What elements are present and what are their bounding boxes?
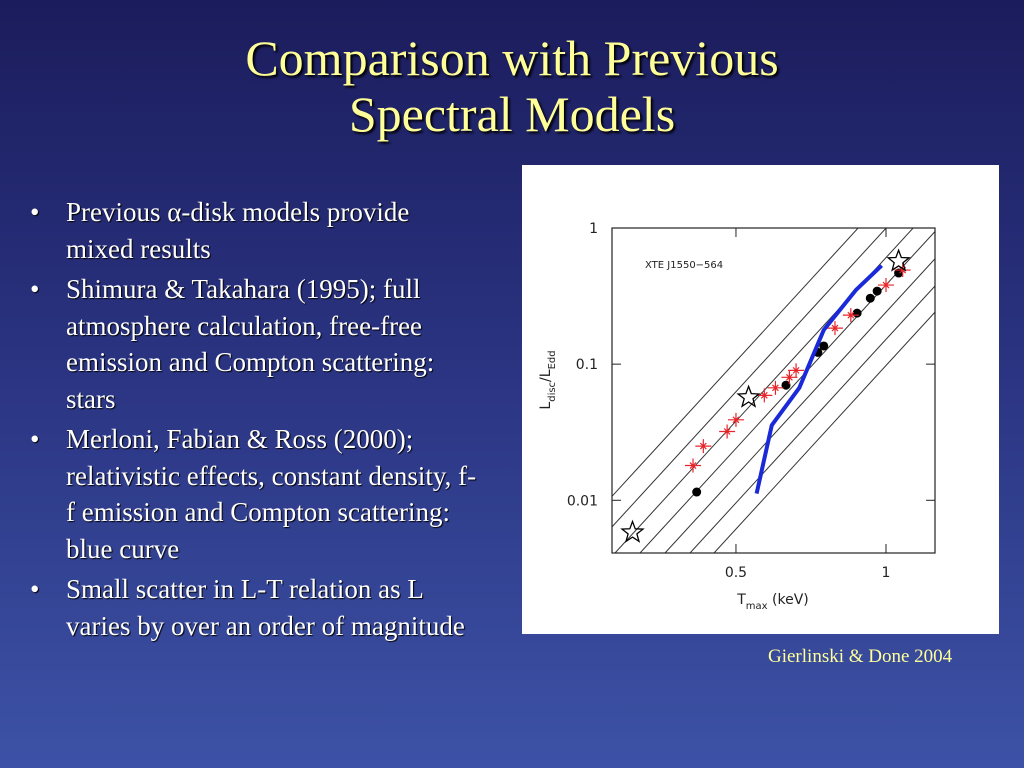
data-point — [852, 308, 862, 318]
data-point — [781, 380, 791, 390]
label-part: disc — [547, 382, 558, 402]
bullet: Merloni, Fabian & Ross (2000); relativis… — [28, 421, 478, 567]
data-point — [878, 278, 895, 293]
x-axis-label: Tmax (keV) — [736, 592, 809, 612]
label-part: max — [746, 601, 768, 612]
model-line — [639, 230, 935, 553]
y-tick-label: 0.01 — [567, 493, 598, 509]
figure-panel — [522, 165, 999, 634]
data-point — [781, 370, 798, 385]
y-axis-label: Ldisc/LEdd — [538, 350, 558, 409]
title-line: Spectral Models — [348, 86, 676, 142]
caption: Gierlinski & Done 2004 — [768, 646, 953, 667]
data-point — [788, 363, 805, 378]
x-tick-label: 0.5 — [725, 565, 747, 581]
data-point — [842, 308, 859, 323]
model-line — [713, 311, 935, 553]
model-star — [736, 384, 761, 408]
plot-frame — [611, 227, 936, 554]
bullet: Previous α-disk models provide mixed res… — [28, 194, 478, 267]
data-point — [894, 263, 911, 278]
data-point — [872, 286, 882, 296]
annotation: XTE J1550−564 — [645, 260, 723, 271]
y-tick-label: 1 — [589, 221, 598, 237]
model-line — [689, 285, 935, 553]
slide-title: Comparison with Previous Spectral Models — [0, 30, 1024, 142]
bullet-list: Previous α-disk models provide mixed res… — [28, 194, 478, 648]
label-part: T — [736, 592, 746, 608]
label-part: /L — [538, 369, 554, 382]
data-point — [719, 424, 736, 439]
label-part: (keV) — [768, 592, 809, 608]
data-point — [767, 380, 784, 395]
data-point — [727, 412, 744, 427]
data-point — [819, 341, 829, 351]
model-star — [886, 248, 911, 272]
model-line — [614, 228, 914, 553]
data-point — [865, 293, 875, 303]
bullet: Shimura & Takahara (1995); full atmosphe… — [28, 271, 478, 417]
model-line — [612, 228, 887, 528]
label-part: Edd — [547, 350, 558, 369]
model-star — [620, 519, 645, 543]
model-curve — [754, 264, 884, 495]
x-tick-label: 1 — [882, 565, 891, 581]
data-point — [756, 388, 773, 403]
model-line — [612, 228, 859, 498]
model-line — [664, 257, 935, 553]
label-part: L — [538, 402, 554, 410]
data-point — [685, 458, 702, 473]
y-tick-label: 0.1 — [576, 357, 598, 373]
model-lines — [612, 228, 935, 553]
bullet: Small scatter in L-T relation as L varie… — [28, 571, 478, 644]
data-point — [826, 321, 843, 336]
title-line: Comparison with Previous — [245, 30, 779, 86]
data-point — [894, 268, 904, 278]
data-point — [692, 487, 702, 497]
data-point — [695, 439, 712, 454]
